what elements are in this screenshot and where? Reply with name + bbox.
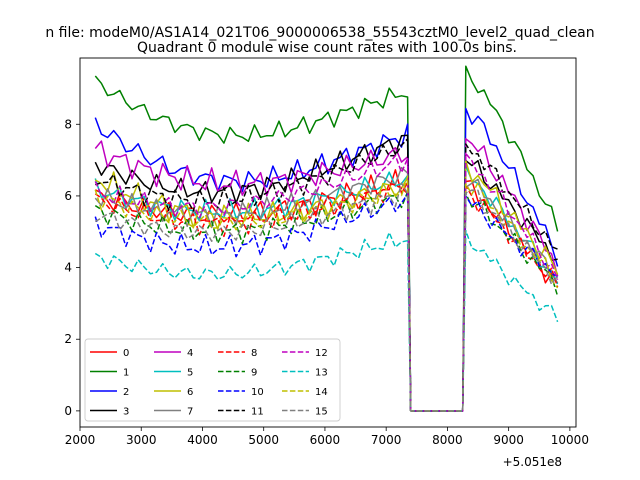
x-tick-label: 6000 [310,433,341,447]
legend-label-4: 4 [187,348,193,359]
x-tick-label: 4000 [187,433,218,447]
chart-title: Quadrant 0 module wise count rates with … [137,40,517,56]
y-tick-label: 2 [64,332,72,346]
series-line-6 [94,159,559,412]
x-tick-label: 8000 [432,433,463,447]
legend-label-11: 11 [251,407,264,418]
series-line-1 [94,65,559,412]
series-line-15 [94,182,559,412]
legend-label-3: 3 [123,407,129,418]
legend-label-1: 1 [123,368,129,379]
series-line-4 [94,138,559,412]
series-line-2 [94,107,559,412]
series-layer [94,65,559,412]
x-tick-label: 9000 [493,433,524,447]
series-line-12 [94,152,559,412]
legend-label-14: 14 [315,387,328,398]
y-tick-label: 0 [64,404,72,418]
x-tick-label: 2000 [65,433,96,447]
legend-label-10: 10 [251,387,264,398]
series-line-10 [94,193,558,412]
axes-frame [79,57,577,428]
legend-frame [84,338,341,422]
y-axis-ticks: 0 2 4 6 8 [64,117,80,418]
legend-label-2: 2 [123,387,129,398]
series-line-14 [94,175,559,412]
figure-suptitle: n file: modeM0/AS1A14_021T06_9000006538_… [45,25,594,41]
legend-label-7: 7 [187,407,193,418]
x-tick-label: 3000 [126,433,157,447]
y-tick-label: 6 [64,189,72,203]
series-line-13 [94,229,559,412]
y-tick-label: 8 [64,117,72,131]
x-axis-ticks: 2000 3000 4000 5000 6000 7000 8000 9000 10000 [65,427,589,447]
legend-label-12: 12 [315,348,328,359]
x-tick-label: 5000 [248,433,279,447]
legend-label-8: 8 [251,348,257,359]
series-line-3 [94,134,558,412]
legend-label-6: 6 [187,387,193,398]
legend-label-9: 9 [251,368,257,379]
legend-label-5: 5 [187,368,193,379]
legend-label-0: 0 [123,348,129,359]
x-tick-label: 10000 [551,433,589,447]
legend-label-15: 15 [315,407,328,418]
y-tick-label: 4 [64,261,72,275]
x-tick-label: 7000 [371,433,402,447]
series-line-9 [94,191,559,412]
x-offset-label: +5.051e8 [503,455,562,469]
legend-label-13: 13 [315,368,328,379]
series-line-7 [94,166,558,412]
